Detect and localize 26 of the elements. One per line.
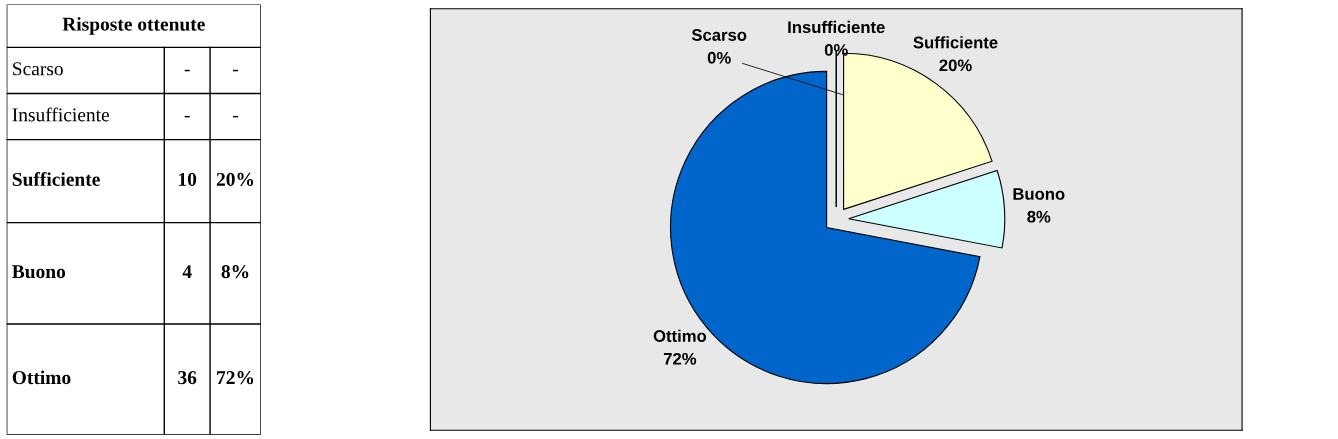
text: Scarso — [13, 62, 63, 76]
data-label: 72% — [663, 352, 697, 365]
text: Ottimo — [12, 370, 71, 385]
slice-label: Sufficiente — [913, 36, 998, 49]
text: 4 — [182, 265, 192, 278]
text: - — [184, 69, 190, 72]
text: - — [184, 115, 190, 118]
slice-label: Ottimo — [653, 329, 707, 342]
text: - — [232, 69, 239, 72]
text: 0% — [824, 44, 848, 56]
text: 36 — [178, 371, 197, 385]
text: Sufficiente — [12, 172, 100, 186]
text: 72% — [217, 371, 254, 385]
text: 8% — [221, 265, 249, 279]
slice-label: Buono — [1013, 188, 1065, 200]
text: Buono — [12, 265, 66, 279]
text: 0% — [707, 51, 731, 64]
text: 10 — [179, 172, 197, 186]
category-label: Insufficiente — [788, 20, 885, 34]
text: Risposte ottenute — [62, 17, 205, 35]
data-label: 20% — [939, 59, 972, 72]
text: Insufficiente — [12, 107, 110, 122]
data-label: 8% — [1027, 210, 1051, 223]
category-label: Scarso — [691, 29, 747, 41]
text: 20% — [216, 172, 254, 187]
text: - — [232, 115, 239, 118]
